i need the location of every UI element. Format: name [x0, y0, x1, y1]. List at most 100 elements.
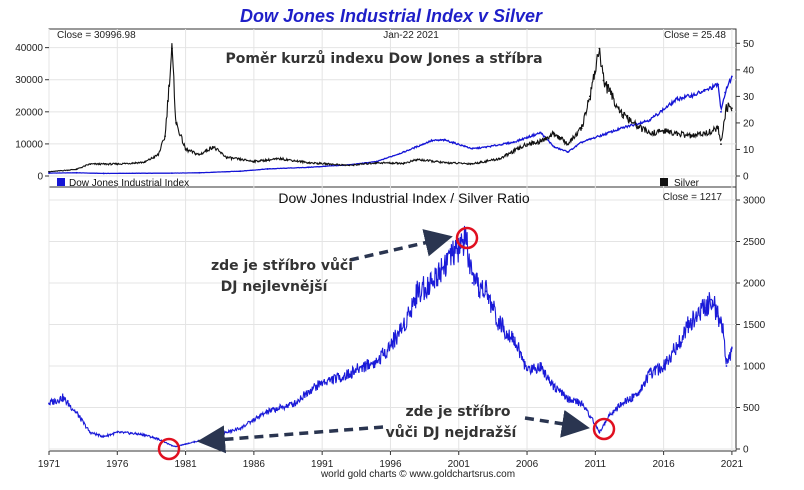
dow-jones-point	[553, 146, 556, 149]
silver-point	[171, 47, 173, 50]
date-label: Jan-22 2021	[383, 30, 439, 41]
silver-point	[720, 143, 722, 146]
ratio-point	[48, 402, 50, 405]
ratio-panel-title: Dow Jones Industrial Index / Silver Rati…	[278, 190, 530, 206]
dow-jones-point	[690, 94, 692, 97]
ratio-annotation: Poměr kurzů indexu Dow Jones a stříbra	[225, 50, 542, 67]
legend-dow-swatch	[57, 178, 65, 186]
silver-point	[444, 161, 446, 164]
y-left-tick-label: 20000	[15, 107, 43, 118]
ratio-point	[430, 282, 433, 284]
note-cheapest-line2: DJ nejlevnější	[221, 279, 329, 295]
silver-point	[280, 157, 283, 160]
y-right-tick-label: 20	[743, 118, 755, 129]
silver-point	[608, 90, 610, 92]
ratio-point	[171, 444, 173, 447]
silver-series-line	[49, 43, 733, 173]
ratio-point	[175, 445, 177, 448]
dow-jones-point	[676, 98, 679, 100]
silver-point	[225, 156, 228, 159]
x-tick-label: 1971	[38, 459, 61, 470]
ratio-point	[375, 360, 378, 363]
dow-jones-point	[539, 131, 542, 134]
silver-point	[116, 163, 119, 165]
ratio-y-tick-label: 1000	[743, 362, 766, 373]
dow-jones-point	[567, 151, 569, 153]
dow-jones-point	[171, 172, 173, 175]
ratio-y-tick-label: 2500	[743, 237, 766, 248]
peak-highlight-circle	[455, 226, 479, 250]
y-right-tick-label: 50	[743, 39, 755, 50]
legend-silver-swatch	[660, 178, 668, 186]
silver-point	[416, 158, 419, 161]
ratio-point	[362, 365, 365, 367]
bottom-panel-frame	[48, 186, 737, 452]
silver-point	[143, 161, 146, 164]
silver-point	[621, 114, 624, 116]
ratio-point	[334, 377, 337, 380]
ratio-point	[485, 290, 487, 293]
dow-jones-point	[239, 170, 242, 173]
ratio-point	[389, 344, 392, 347]
ratio-point	[130, 432, 132, 435]
ratio-point	[464, 236, 467, 239]
dow-jones-point	[512, 141, 515, 144]
ratio-point	[252, 419, 255, 421]
top-panel-frame	[48, 28, 737, 188]
silver-point	[567, 143, 569, 146]
ratio-point	[703, 307, 706, 309]
silver-point	[498, 157, 501, 160]
silver-point	[690, 135, 692, 138]
x-tick-label: 2021	[721, 459, 744, 470]
y-right-tick-label: 40	[743, 65, 755, 76]
ratio-point	[198, 439, 201, 442]
note-cheapest-line1: zde je stříbro vůči	[211, 257, 353, 274]
silver-point	[717, 127, 720, 130]
y-left-tick-label: 10000	[15, 139, 43, 150]
dow-jones-point	[649, 118, 651, 121]
ratio-point	[444, 261, 446, 264]
ratio-point	[567, 398, 569, 401]
x-tick-label: 1996	[379, 459, 402, 470]
dow-jones-point	[720, 110, 722, 113]
ratio-point	[116, 431, 119, 434]
ratio-point	[184, 443, 187, 445]
dow-close-label: Close = 30996.98	[57, 30, 136, 41]
ratio-point	[690, 319, 692, 322]
silver-point	[731, 107, 733, 110]
legend-silver-label: Silver	[674, 178, 700, 189]
ratio-y-tick-label: 2000	[743, 279, 766, 290]
dow-jones-point	[731, 75, 733, 78]
dow-jones-point	[198, 171, 201, 174]
silver-point	[598, 47, 601, 50]
silver-close-label: Close = 25.48	[664, 30, 726, 41]
silver-point	[348, 164, 351, 167]
x-tick-label: 1981	[174, 459, 197, 470]
silver-point	[175, 122, 177, 124]
y-left-tick-label: 0	[37, 172, 43, 183]
ratio-point	[580, 402, 583, 405]
x-tick-label: 1976	[106, 459, 129, 470]
silver-point	[580, 127, 583, 130]
dow-jones-point	[703, 90, 706, 92]
dow-jones-series-line	[48, 75, 733, 175]
ratio-point	[662, 365, 665, 367]
dow-jones-point	[48, 172, 50, 175]
silver-point	[588, 95, 591, 98]
x-tick-label: 2006	[516, 459, 539, 470]
silver-point	[725, 106, 728, 108]
ratio-point	[321, 381, 324, 384]
ratio-point	[731, 347, 733, 349]
silver-point	[539, 140, 542, 143]
ratio-point	[471, 282, 474, 284]
ratio-point	[102, 435, 105, 438]
ratio-point	[280, 406, 283, 409]
ratio-point	[598, 431, 601, 434]
ratio-y-tick-label: 0	[743, 445, 749, 456]
dow-jones-point	[102, 172, 105, 175]
footer-credit: world gold charts © www.goldchartsrus.co…	[320, 469, 515, 480]
ratio-point	[89, 431, 91, 434]
ratio-point	[416, 290, 419, 293]
ratio-point	[717, 315, 720, 318]
silver-point	[526, 143, 528, 146]
